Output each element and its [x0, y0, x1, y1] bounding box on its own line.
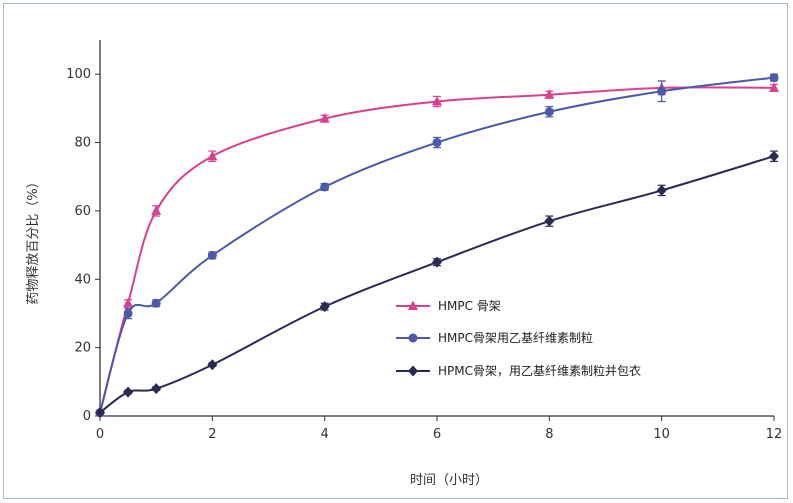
y-tick-label: 0	[83, 409, 91, 424]
y-tick-label: 60	[74, 204, 91, 219]
data-point	[123, 308, 133, 318]
data-point	[544, 215, 555, 227]
legend-marker	[408, 333, 418, 343]
y-tick-label: 20	[74, 341, 91, 356]
legend-item: HMPC骨架用乙基纤维素制粒	[396, 330, 593, 345]
data-point	[123, 386, 134, 398]
data-point	[207, 359, 218, 371]
data-point	[151, 383, 162, 395]
y-axis-label: 药物释放百分比（%）	[26, 175, 41, 304]
axes: 0 20 40 60 80 100 0 2 4 6 8 10 12	[66, 40, 782, 442]
data-point	[123, 297, 134, 308]
data-point	[432, 96, 442, 106]
data-point	[320, 182, 330, 192]
legend-marker	[408, 365, 418, 377]
legend: HMPC 骨架 HMPC骨架用乙基纤维素制粒 HPMC骨架，用乙基纤维素制粒并包衣	[396, 299, 641, 378]
data-point	[207, 150, 218, 161]
y-tick-label: 40	[74, 272, 91, 287]
y-tick-label: 80	[74, 136, 91, 151]
data-point	[657, 86, 667, 96]
series-line	[99, 86, 775, 413]
data-point	[432, 138, 442, 148]
y-tick-label: 100	[66, 67, 91, 82]
x-tick-label: 12	[766, 427, 783, 442]
legend-item: HPMC骨架，用乙基纤维素制粒并包衣	[396, 363, 641, 378]
legend-label: HMPC骨架用乙基纤维素制粒	[438, 330, 593, 345]
x-tick-label: 0	[96, 427, 104, 442]
series-2	[95, 73, 779, 418]
data-point	[769, 82, 779, 92]
legend-marker	[408, 300, 418, 310]
legend-label: HMPC 骨架	[438, 299, 501, 313]
x-tick-label: 2	[208, 427, 216, 442]
data-point	[319, 301, 330, 313]
x-tick-label: 10	[653, 427, 670, 442]
legend-label: HPMC骨架，用乙基纤维素制粒并包衣	[438, 363, 641, 378]
data-point	[95, 407, 105, 419]
data-point	[151, 205, 162, 215]
data-point	[207, 250, 217, 260]
data-point	[544, 89, 555, 99]
series-layer	[95, 73, 779, 419]
series-3	[95, 150, 779, 419]
legend-item: HMPC 骨架	[396, 299, 501, 313]
x-tick-label: 4	[321, 427, 329, 442]
x-tick-label: 6	[433, 427, 441, 442]
data-point	[544, 107, 554, 117]
data-point	[769, 150, 779, 162]
data-point	[151, 298, 161, 308]
data-point	[656, 184, 667, 196]
x-tick-label: 8	[545, 427, 553, 442]
data-point	[432, 256, 442, 268]
series-line	[99, 155, 775, 414]
x-axis-label: 时间（小时）	[410, 473, 488, 488]
data-point	[319, 113, 330, 123]
series-line	[99, 76, 775, 413]
series-1	[95, 80, 779, 417]
data-point	[769, 73, 779, 83]
